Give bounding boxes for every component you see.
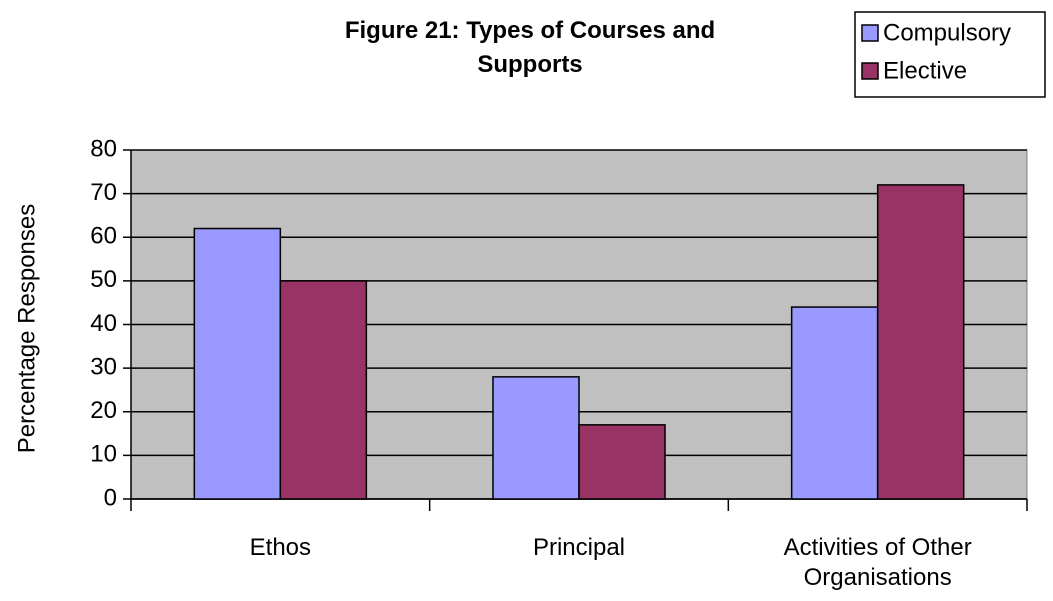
y-tick-label: 60: [90, 223, 117, 250]
x-tick-label: Activities of Other Organisations: [783, 534, 972, 591]
x-tick-label: Ethos: [249, 534, 312, 561]
bar: [578, 424, 666, 500]
y-tick-label: 0: [104, 484, 117, 511]
y-tick-label: 10: [90, 441, 117, 468]
bar: [193, 227, 282, 500]
legend-label: Elective: [883, 57, 967, 84]
legend-swatch: [861, 24, 879, 42]
y-tick-label: 30: [90, 353, 117, 380]
y-tick-label: 50: [90, 266, 117, 293]
x-tick-label: Principal: [532, 534, 626, 561]
legend-label: Compulsory: [883, 19, 1011, 46]
y-tick-label: 70: [90, 179, 117, 206]
y-axis-label: Percentage Responses: [13, 204, 40, 454]
y-tick-label: 20: [90, 397, 117, 424]
y-tick-label: 40: [90, 310, 117, 337]
legend-box: [854, 11, 1046, 98]
bar: [279, 280, 368, 500]
y-tick-label: 80: [90, 135, 117, 162]
bar: [492, 376, 580, 500]
bar: [876, 184, 965, 500]
chart-title: Figure 21: Types of Courses and Supports: [344, 17, 716, 78]
legend-swatch: [861, 62, 879, 80]
bar: [790, 306, 879, 500]
